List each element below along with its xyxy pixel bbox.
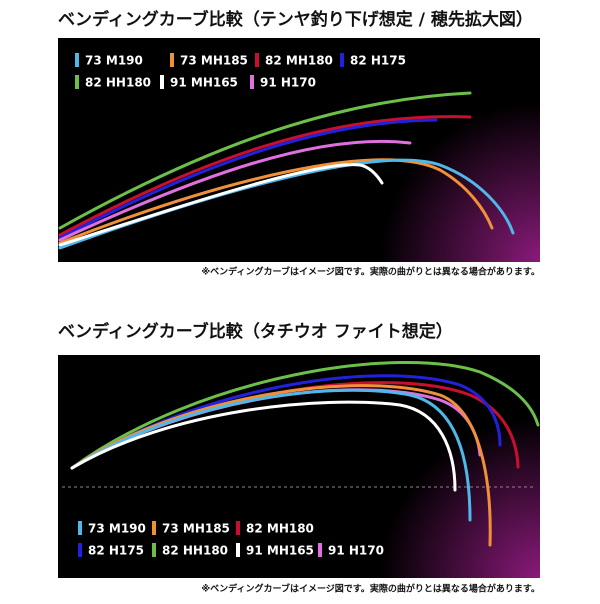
legend-swatch [340, 53, 344, 67]
legend-swatch [152, 543, 156, 557]
bending-curve [58, 118, 438, 240]
legend-label: 91 H170 [328, 544, 384, 558]
legend-swatch [170, 53, 174, 67]
legend-swatch [255, 53, 259, 67]
bending-curve [70, 360, 540, 470]
note: ※ベンディングカーブはイメージ図です。実際の曲がりとは異なる場合があります。 [201, 583, 540, 595]
legend-label: 82 H175 [350, 54, 406, 68]
legend-label: 82 HH180 [85, 76, 151, 90]
legend-label: 82 MH180 [246, 522, 314, 536]
legend-swatch [75, 75, 79, 89]
legend-swatch [250, 75, 254, 89]
legend-swatch [78, 543, 82, 557]
legend-label: 73 MH185 [180, 54, 248, 68]
legend-label: 73 M190 [85, 54, 143, 68]
panel-title: ベンディングカーブ比較（タチウオ ファイト想定） [58, 321, 453, 342]
panel-title: ベンディングカーブ比較（テンヤ釣り下げ想定 / 穂先拡大図） [58, 9, 533, 30]
bending-curve [58, 91, 472, 230]
note: ※ベンディングカーブはイメージ図です。実際の曲がりとは異なる場合があります。 [201, 266, 540, 278]
legend-swatch [75, 53, 79, 67]
legend-swatch [318, 543, 322, 557]
bending-curve [58, 115, 472, 237]
bending-curve [70, 388, 472, 522]
legend-swatch [78, 521, 82, 535]
legend-swatch [236, 521, 240, 535]
legend-label: 82 H175 [88, 544, 144, 558]
legend-label: 73 M190 [88, 522, 146, 536]
legend-swatch [152, 521, 156, 535]
bending-curve [58, 163, 384, 247]
legend-swatch [236, 543, 240, 557]
bending-curve [58, 139, 412, 242]
legend-label: 73 MH185 [162, 522, 230, 536]
legend-label: 91 H170 [260, 76, 316, 90]
legend-label: 82 MH180 [265, 54, 333, 68]
legend-label: 82 HH180 [162, 544, 228, 558]
legend-label: 91 MH165 [170, 76, 238, 90]
bending-curve [70, 400, 457, 492]
legend-label: 91 MH165 [246, 544, 314, 558]
legend-swatch [160, 75, 164, 89]
